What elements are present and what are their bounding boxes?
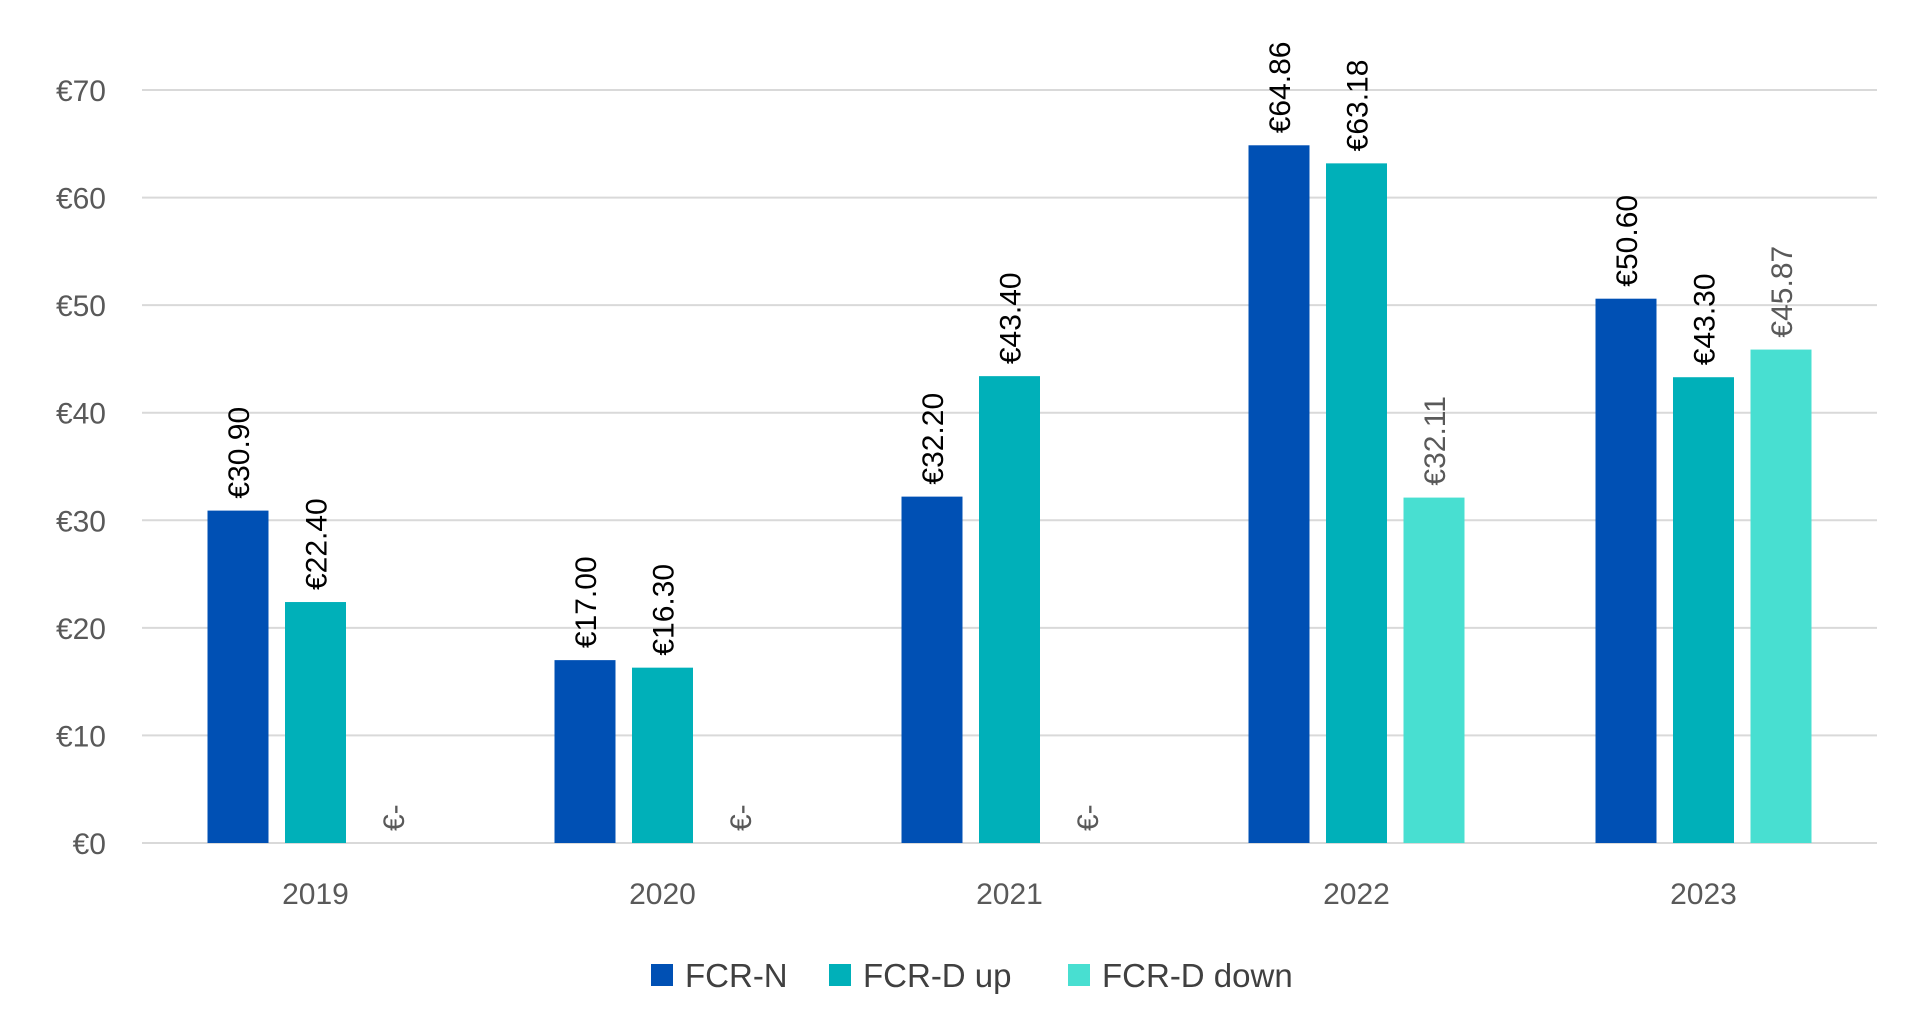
x-tick-label: 2022	[1323, 878, 1390, 911]
bar-fcr-n-2019	[207, 510, 269, 843]
bar-fcr-d-up-2020	[632, 667, 693, 843]
x-tick-label: 2019	[282, 878, 349, 911]
data-label: €43.40	[995, 272, 1028, 364]
bar-fcr-d-up-2021	[979, 376, 1040, 843]
y-tick-label: €60	[56, 183, 106, 216]
data-label: €-	[1072, 804, 1105, 831]
y-axis-tick-labels: €0 €10 €20 €30 €40 €50 €60 €70	[56, 75, 106, 861]
bar-fcr-n-2020	[554, 660, 616, 843]
x-axis-tick-labels: 2019 2020 2021 2022 2023	[282, 878, 1737, 911]
data-label: €45.87	[1766, 246, 1799, 338]
x-tick-label: 2021	[976, 878, 1043, 911]
y-tick-label: €10	[56, 720, 106, 753]
bar-fcr-d-up-2023	[1673, 377, 1734, 843]
legend-item-fcr-d-up[interactable]: FCR-D up	[829, 957, 1012, 994]
legend-item-fcr-n[interactable]: FCR-N	[651, 957, 788, 994]
data-label: €43.30	[1689, 273, 1722, 365]
data-label: €32.20	[917, 393, 950, 485]
data-label: €32.11	[1419, 396, 1452, 486]
bar-fcr-d-down-2023	[1750, 349, 1812, 843]
bar-fcr-d-up-2022	[1326, 163, 1387, 843]
y-tick-label: €0	[73, 828, 106, 861]
bar-fcr-d-up-2019	[285, 602, 346, 843]
legend-swatch	[651, 964, 673, 986]
data-label: €22.40	[301, 498, 334, 590]
data-label: €-	[378, 804, 411, 831]
legend-label: FCR-N	[685, 957, 788, 994]
data-label: €-	[725, 804, 758, 831]
data-label: €17.00	[570, 556, 603, 648]
bar-fcr-n-2022	[1248, 145, 1310, 843]
legend-swatch	[1068, 964, 1090, 986]
legend[interactable]: FCR-N FCR-D up FCR-D down	[651, 957, 1293, 994]
data-labels: €30.90 €22.40 €- €17.00 €16.30 €- €32.20 €43.40…	[223, 42, 1799, 831]
data-label: €50.60	[1611, 195, 1644, 287]
y-tick-label: €40	[56, 398, 106, 431]
bar-fcr-n-2023	[1595, 298, 1657, 843]
legend-label: FCR-D up	[863, 957, 1012, 994]
y-tick-label: €70	[56, 75, 106, 108]
legend-label: FCR-D down	[1102, 957, 1293, 994]
y-tick-label: €30	[56, 505, 106, 538]
data-label: €64.86	[1264, 42, 1297, 134]
x-tick-label: 2020	[629, 878, 696, 911]
legend-item-fcr-d-down[interactable]: FCR-D down	[1068, 957, 1293, 994]
x-tick-label: 2023	[1670, 878, 1737, 911]
data-label: €63.18	[1342, 60, 1375, 152]
y-tick-label: €50	[56, 290, 106, 323]
bars	[207, 145, 1812, 843]
data-label: €16.30	[648, 564, 681, 656]
data-label: €30.90	[223, 407, 256, 499]
legend-swatch	[829, 964, 851, 986]
bar-fcr-d-down-2022	[1403, 497, 1465, 843]
y-tick-label: €20	[56, 613, 106, 646]
bar-fcr-n-2021	[901, 496, 963, 843]
